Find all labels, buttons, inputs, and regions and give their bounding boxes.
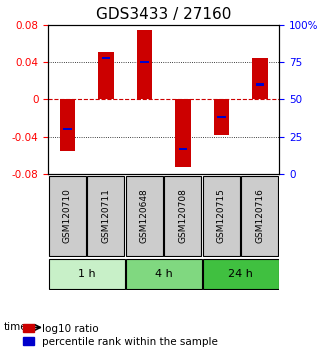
FancyBboxPatch shape [203,176,240,256]
Bar [137,30,152,99]
Bar [175,99,191,167]
Bar [140,61,149,63]
Bar [60,99,75,151]
Bar [214,99,229,135]
Text: GSM120711: GSM120711 [101,188,110,243]
Text: 4 h: 4 h [155,269,173,279]
Text: 1 h: 1 h [78,269,95,279]
Text: GSM120708: GSM120708 [178,188,187,243]
FancyBboxPatch shape [203,259,279,289]
Text: GSM120710: GSM120710 [63,188,72,243]
FancyBboxPatch shape [126,176,163,256]
Bar [252,58,268,99]
Bar [63,128,72,130]
FancyBboxPatch shape [48,176,86,256]
FancyBboxPatch shape [126,259,202,289]
Title: GDS3433 / 27160: GDS3433 / 27160 [96,7,231,22]
Legend: log10 ratio, percentile rank within the sample: log10 ratio, percentile rank within the … [21,321,220,349]
Text: GSM120716: GSM120716 [256,188,265,243]
Text: time: time [3,322,27,332]
Text: 24 h: 24 h [228,269,253,279]
FancyBboxPatch shape [241,176,279,256]
Bar [98,52,114,99]
FancyBboxPatch shape [87,176,125,256]
Bar [217,116,226,119]
Bar [179,148,187,150]
Text: GSM120648: GSM120648 [140,188,149,243]
FancyBboxPatch shape [48,259,125,289]
Bar [102,57,110,59]
FancyBboxPatch shape [164,176,202,256]
Text: GSM120715: GSM120715 [217,188,226,243]
Bar [256,84,264,86]
